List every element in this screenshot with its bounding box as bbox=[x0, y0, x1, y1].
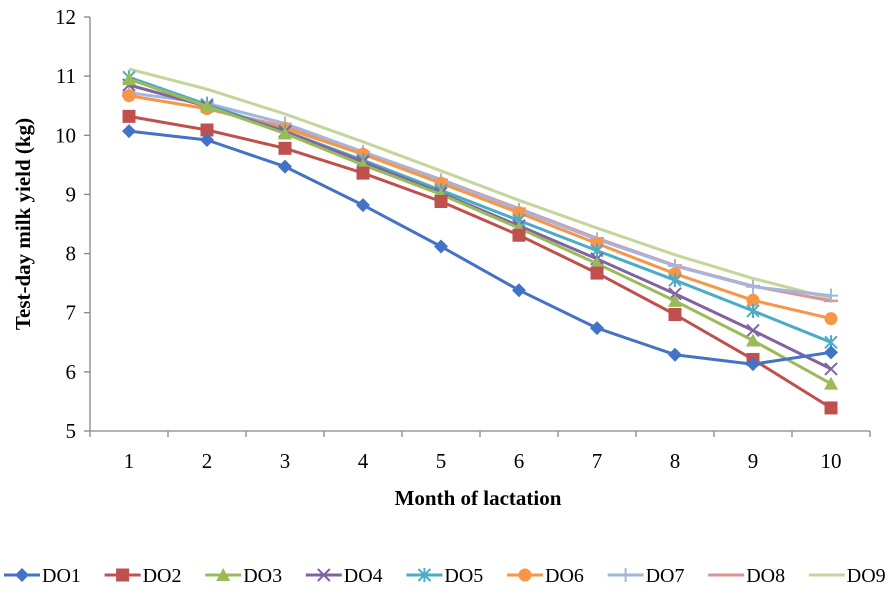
x-tick-label: 2 bbox=[202, 449, 213, 473]
data-point-do6 bbox=[746, 293, 760, 307]
x-axis-title: Month of lactation bbox=[395, 486, 562, 510]
data-point-do7 bbox=[824, 288, 838, 303]
series-layer bbox=[122, 67, 838, 415]
data-point-do2 bbox=[512, 228, 526, 242]
x-tick-label: 7 bbox=[592, 449, 603, 473]
legend-marker-do2 bbox=[116, 568, 130, 582]
data-point-do4 bbox=[746, 323, 760, 338]
data-point-do1 bbox=[746, 357, 760, 372]
legend-marker-do5 bbox=[417, 568, 432, 582]
x-tick-label: 10 bbox=[821, 449, 842, 473]
x-tick-label: 5 bbox=[436, 449, 447, 473]
series-line-do2 bbox=[128, 114, 832, 410]
legend-item-do1: DO1 bbox=[4, 565, 81, 587]
x-tick-label: 1 bbox=[124, 449, 135, 473]
series-do3 bbox=[122, 72, 838, 390]
data-point-do1 bbox=[122, 124, 136, 139]
data-point-do1 bbox=[278, 159, 292, 174]
legend-label-do1: DO1 bbox=[42, 565, 81, 587]
legend-item-do8: DO8 bbox=[708, 565, 785, 587]
y-tick-label: 11 bbox=[56, 64, 76, 88]
y-tick-label: 7 bbox=[66, 301, 77, 325]
data-point-do6 bbox=[824, 312, 838, 326]
data-point-do1 bbox=[668, 347, 682, 362]
data-point-do1 bbox=[434, 239, 448, 254]
legend-marker-do7 bbox=[618, 568, 633, 582]
legend-label-do4: DO4 bbox=[344, 565, 383, 587]
data-point-do2 bbox=[278, 141, 292, 155]
x-tick-label: 3 bbox=[280, 449, 291, 473]
legend-label-do6: DO6 bbox=[545, 565, 584, 587]
legend-item-do2: DO2 bbox=[104, 565, 182, 587]
series-line-do9 bbox=[128, 67, 832, 300]
legend-item-do6: DO6 bbox=[507, 565, 584, 587]
data-point-do1 bbox=[590, 321, 604, 336]
x-tick-label: 4 bbox=[358, 449, 369, 473]
y-tick-label: 5 bbox=[66, 419, 77, 443]
data-point-do4 bbox=[824, 362, 838, 376]
legend-item-do4: DO4 bbox=[305, 565, 383, 587]
y-tick-label: 12 bbox=[55, 5, 76, 29]
legend-item-do3: DO3 bbox=[205, 565, 282, 587]
legend-marker-do3 bbox=[216, 568, 231, 581]
series-line-do1 bbox=[128, 129, 832, 366]
y-tick-label: 9 bbox=[66, 182, 77, 206]
data-point-do3 bbox=[668, 293, 682, 307]
legend-label-do5: DO5 bbox=[444, 565, 483, 587]
series-do6 bbox=[122, 89, 838, 326]
data-point-do2 bbox=[824, 401, 838, 415]
data-point-do2 bbox=[122, 109, 136, 123]
series-do2 bbox=[122, 109, 838, 415]
data-point-do6 bbox=[122, 89, 136, 103]
data-point-do5 bbox=[746, 303, 760, 318]
series-do4 bbox=[122, 78, 838, 376]
legend-item-do9: DO9 bbox=[808, 565, 886, 587]
legend-item-do7: DO7 bbox=[607, 565, 685, 587]
legend-label-do9: DO9 bbox=[847, 565, 886, 587]
y-axis-title: Test-day milk yield (kg) bbox=[11, 118, 35, 330]
data-point-do1 bbox=[824, 345, 838, 360]
x-tick-label: 9 bbox=[748, 449, 759, 473]
data-point-do2 bbox=[200, 123, 214, 137]
data-point-do1 bbox=[356, 198, 370, 213]
legend-label-do8: DO8 bbox=[746, 565, 785, 587]
x-tick-label: 8 bbox=[670, 449, 681, 473]
data-point-do1 bbox=[200, 133, 214, 148]
legend-item-do5: DO5 bbox=[406, 565, 483, 587]
data-point-do3 bbox=[590, 256, 604, 270]
data-point-do2 bbox=[668, 307, 682, 321]
legend-label-do7: DO7 bbox=[646, 565, 685, 587]
series-line-do6 bbox=[128, 94, 832, 321]
series-do9 bbox=[128, 67, 832, 300]
data-point-do5 bbox=[668, 273, 682, 288]
data-point-do3 bbox=[278, 126, 292, 140]
series-line-do7 bbox=[128, 91, 832, 298]
y-tick-label: 10 bbox=[55, 123, 76, 147]
series-do1 bbox=[122, 124, 838, 372]
data-point-do1 bbox=[512, 283, 526, 298]
legend-label-do3: DO3 bbox=[243, 565, 282, 587]
y-tick-label: 8 bbox=[66, 242, 77, 266]
data-point-do3 bbox=[200, 99, 214, 113]
y-tick-label: 6 bbox=[66, 360, 77, 384]
data-point-do7 bbox=[746, 279, 760, 294]
data-point-do3 bbox=[746, 333, 760, 347]
data-point-do2 bbox=[434, 195, 448, 209]
data-point-do3 bbox=[122, 72, 136, 86]
legend-marker-do1 bbox=[15, 568, 29, 582]
legend: DO1 DO2 DO3 DO4 DO5 DO6 DO7 DO8 DO9 bbox=[4, 565, 886, 587]
data-point-do2 bbox=[356, 166, 370, 180]
legend-marker-do6 bbox=[518, 568, 532, 582]
series-line-do3 bbox=[128, 77, 832, 386]
x-tick-label: 6 bbox=[514, 449, 525, 473]
legend-marker-do4 bbox=[317, 568, 331, 582]
legend-label-do2: DO2 bbox=[143, 565, 182, 587]
data-point-do2 bbox=[590, 266, 604, 280]
data-point-do3 bbox=[824, 376, 838, 390]
